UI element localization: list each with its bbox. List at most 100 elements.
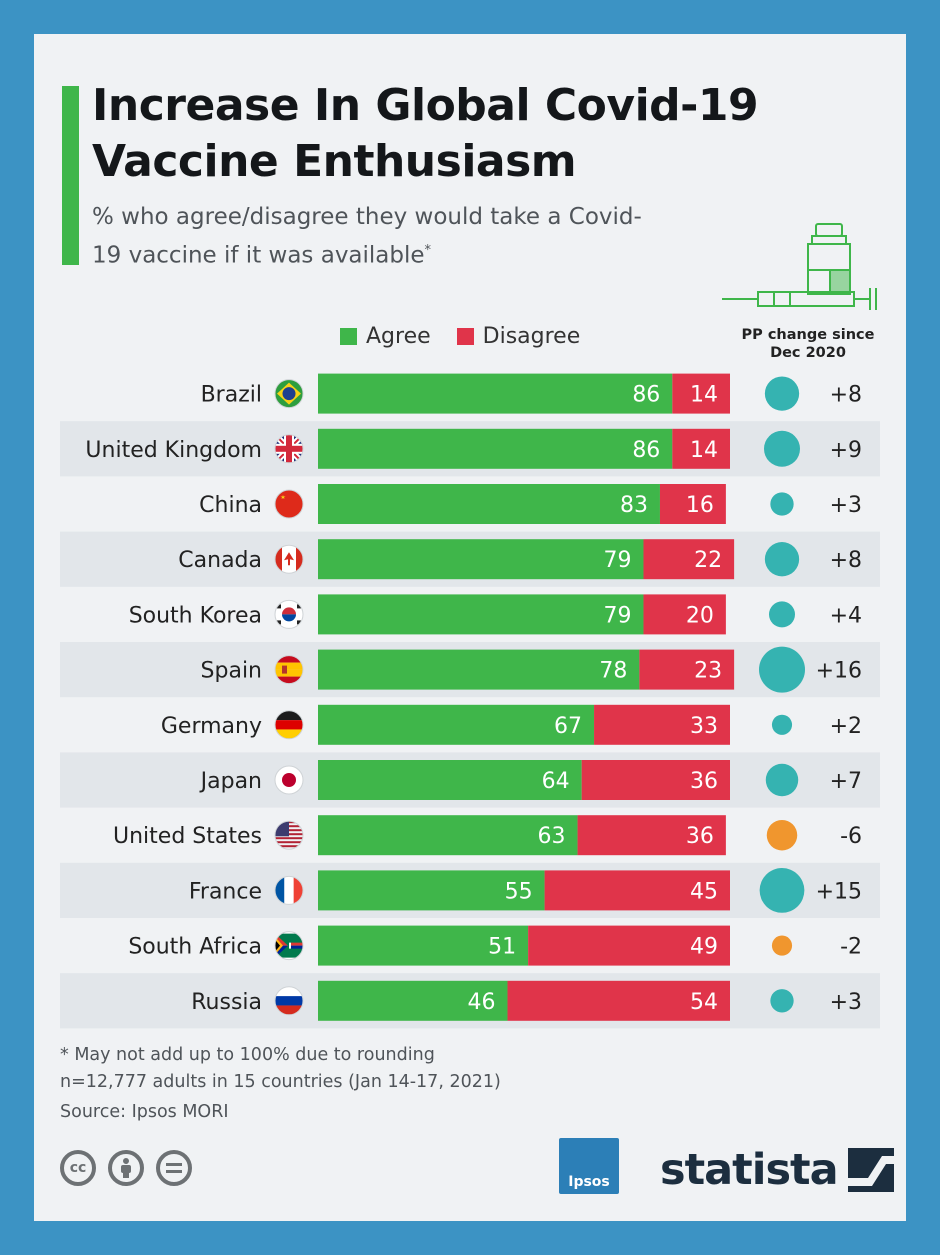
chart-legend: Agree Disagree	[340, 320, 580, 352]
disagree-swatch	[456, 327, 474, 345]
flag-body	[275, 876, 303, 905]
chart-row-3: Canada 79 22 +8	[60, 531, 880, 587]
disagree-value-label: 33	[690, 714, 718, 739]
flag-part	[275, 669, 303, 677]
flag-part	[275, 837, 303, 840]
flag-body	[275, 490, 303, 518]
chart-row-5: Spain 78 23 +16	[60, 642, 880, 698]
uk-flag-icon	[274, 434, 304, 464]
country-label: United States	[113, 824, 262, 849]
south-korea-flag-icon	[274, 599, 304, 629]
chart-row-8: United States 63 36 -6	[113, 815, 862, 856]
agree-value-label: 83	[620, 493, 648, 518]
flag-outline	[274, 489, 304, 519]
pp-change-bubble	[766, 819, 798, 851]
flag-part	[275, 1005, 303, 1015]
pp-change-label: -6	[840, 824, 862, 849]
disagree-value-label: 22	[694, 548, 722, 573]
flag-part	[275, 445, 303, 452]
flag-part	[275, 662, 303, 670]
canada-flag-icon	[274, 544, 304, 574]
flag-outline	[274, 434, 304, 464]
disagree-value-label: 20	[686, 603, 714, 628]
attribution-icon[interactable]	[108, 1150, 144, 1186]
disagree-value-label: 36	[690, 769, 718, 794]
subtitle-footnote-marker: *	[424, 243, 432, 258]
chart-row-1: United Kingdom 86 14 +9	[60, 421, 880, 477]
country-label: Canada	[178, 548, 262, 573]
flag-body	[275, 379, 303, 408]
ipsos-logo[interactable]: Ipsos	[559, 1138, 619, 1194]
south-africa-flag-icon	[274, 931, 304, 961]
agree-bar	[318, 594, 644, 635]
disagree-bar	[643, 539, 735, 580]
pp-change-label: +4	[830, 603, 862, 628]
disagree-value-label: 54	[690, 990, 718, 1015]
disagree-value-label: 45	[690, 879, 718, 904]
chart-row-0: Brazil 86 14 +8	[201, 373, 862, 414]
pp-change-bubble	[759, 646, 805, 693]
infographic-card: Increase In Global Covid-19 Vaccine Enth…	[34, 34, 906, 1221]
country-label: Russia	[191, 990, 262, 1015]
vaccine-syringe-icon	[722, 223, 877, 310]
agree-value-label: 79	[603, 548, 631, 573]
flag-part	[275, 729, 303, 739]
flag-part	[297, 620, 301, 625]
flag-body	[275, 986, 303, 1015]
flag-outline	[274, 599, 304, 629]
flag-part	[277, 604, 281, 609]
agree-value-label: 67	[554, 714, 582, 739]
agree-bar	[318, 649, 640, 690]
disagree-value-label: 14	[690, 383, 718, 408]
flag-body	[275, 655, 303, 684]
flag-part	[275, 720, 303, 730]
legend-disagree-label: Disagree	[482, 323, 581, 349]
flag-part	[275, 545, 282, 574]
pp-change-label: +3	[830, 990, 862, 1015]
pp-change-bubble	[759, 868, 805, 913]
disagree-bar	[507, 980, 730, 1021]
flag-part	[282, 773, 296, 787]
flag-body	[275, 600, 303, 629]
license-icons: cc	[60, 1150, 192, 1186]
japan-flag-icon	[274, 765, 304, 795]
disagree-value-label: 23	[694, 659, 722, 684]
statista-mark-icon	[847, 1148, 894, 1192]
statista-logo[interactable]: statista	[660, 1144, 894, 1196]
pp-change-label: +8	[830, 383, 862, 408]
flag-outline	[274, 765, 304, 795]
pp-change-bubble	[764, 376, 800, 411]
flag-part	[284, 876, 294, 905]
flag-part	[280, 495, 286, 499]
flag-outline	[274, 986, 304, 1016]
brazil-flag-icon	[274, 379, 304, 409]
flag-part	[275, 986, 303, 997]
rounding-note: * May not add up to 100% due to rounding	[60, 1045, 435, 1065]
disagree-bar	[528, 925, 730, 966]
legend-item-agree: Agree	[340, 324, 431, 349]
flag-part	[275, 933, 303, 958]
flag-outline	[274, 379, 304, 409]
disagree-bar	[672, 373, 730, 414]
flag-part	[275, 845, 303, 848]
flag-part	[275, 996, 303, 1006]
disagree-bar	[581, 760, 730, 800]
cc-icon[interactable]: cc	[60, 1150, 96, 1186]
disagree-value-label: 36	[686, 824, 714, 849]
ipsos-logo-text: Ipsos	[568, 1174, 610, 1190]
legend-agree-label: Agree	[366, 323, 431, 349]
agree-value-label: 64	[542, 769, 570, 794]
country-label: Germany	[161, 714, 262, 739]
agree-value-label: 86	[632, 383, 660, 408]
pp-change-label: -2	[840, 935, 862, 960]
flag-outline	[274, 931, 304, 961]
no-derivatives-icon[interactable]	[156, 1150, 192, 1186]
flag-part	[275, 939, 280, 952]
disagree-value-label: 49	[690, 935, 718, 960]
pp-change-label: +15	[816, 879, 862, 904]
chart-row-6: Germany 67 33 +2	[161, 704, 862, 745]
agree-bar	[318, 428, 673, 469]
usa-flag-icon	[274, 820, 304, 850]
pp-change-label: +16	[816, 659, 862, 684]
flag-part	[275, 655, 303, 663]
